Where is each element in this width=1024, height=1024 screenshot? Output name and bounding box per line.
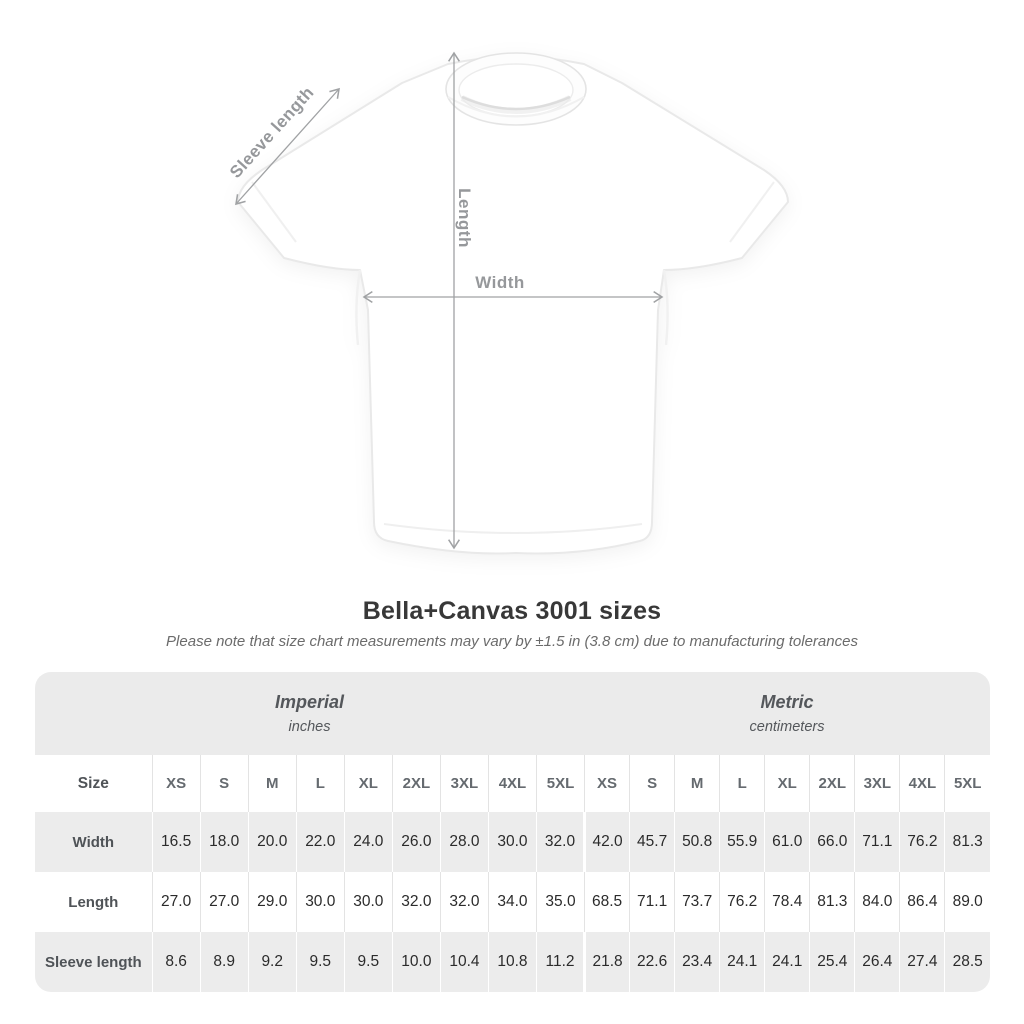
table-cell: 28.0: [439, 812, 489, 872]
table-cell: 24.1: [719, 932, 765, 992]
size-corner-label: Size: [35, 755, 153, 812]
table-cell: 27.4: [899, 932, 945, 992]
size-col-header-imperial: 4XL: [487, 755, 537, 812]
table-cell: 23.4: [674, 932, 720, 992]
table-cell: 18.0: [199, 812, 249, 872]
table-cell: 10.0: [391, 932, 441, 992]
table-row: Width 16.5 18.0 20.0 22.0 24.0 26.0 28.0 30.0 32.…: [35, 812, 990, 872]
table-cell: 76.2: [719, 872, 765, 932]
table-cell: 9.5: [295, 932, 345, 992]
size-col-header-metric: S: [629, 755, 675, 812]
size-col-header-metric: 5XL: [944, 755, 990, 812]
metric-section-header: Metric centimeters: [584, 672, 990, 755]
size-header-row: Size XS S M L XL 2XL 3XL 4XL 5XL XS S M L XL 2XL 3XL 4XL…: [35, 755, 990, 812]
table-cell: 89.0: [944, 872, 990, 932]
page-title: Bella+Canvas 3001 sizes: [362, 597, 662, 625]
size-col-header-metric: XS: [584, 755, 630, 812]
table-cell: 86.4: [899, 872, 945, 932]
row-label: Length: [35, 872, 153, 932]
size-col-header-imperial: M: [247, 755, 297, 812]
imperial-section-header: Imperial inches: [35, 672, 584, 755]
table-row: Length 27.0 27.0 29.0 30.0 30.0 32.0 32.0 34.0 35…: [35, 872, 990, 932]
metric-label: Metric: [760, 692, 814, 712]
table-cell: 45.7: [629, 812, 675, 872]
size-col-header-metric: 4XL: [899, 755, 945, 812]
table-cell: 16.5: [151, 812, 201, 872]
table-cell: 66.0: [809, 812, 855, 872]
table-cell: 29.0: [247, 872, 297, 932]
length-label: Length: [455, 188, 474, 248]
table-body: Size XS S M L XL 2XL 3XL 4XL 5XL XS S M L XL 2XL 3XL 4XL…: [35, 755, 990, 992]
table-row: Sleeve length 8.6 8.9 9.2 9.5 9.5 10.0 10.4 10.8…: [35, 932, 990, 992]
table-cell: 30.0: [295, 872, 345, 932]
table-cell: 8.6: [151, 932, 201, 992]
table-cell: 50.8: [674, 812, 720, 872]
table-cell: 22.6: [629, 932, 675, 992]
size-col-header-metric: XL: [764, 755, 810, 812]
size-col-header-imperial: XL: [343, 755, 393, 812]
table-cell: 8.9: [199, 932, 249, 992]
table-cell: 9.5: [343, 932, 393, 992]
table-cell: 61.0: [764, 812, 810, 872]
table-cell: 35.0: [535, 872, 585, 932]
imperial-label: Imperial: [274, 692, 345, 712]
size-col-header-metric: 3XL: [854, 755, 900, 812]
size-col-header-imperial: S: [199, 755, 249, 812]
table-cell: 26.0: [391, 812, 441, 872]
table-cell: 21.8: [583, 932, 630, 992]
table-cell: 20.0: [247, 812, 297, 872]
size-col-header-imperial: 2XL: [391, 755, 441, 812]
units-header-band: Imperial inches Metric centimeters: [35, 672, 990, 755]
imperial-unit-label: inches: [288, 719, 331, 735]
table-cell: 55.9: [719, 812, 765, 872]
table-cell: 30.0: [487, 812, 537, 872]
table-cell: 24.0: [343, 812, 393, 872]
table-cell: 73.7: [674, 872, 720, 932]
table-cell: 25.4: [809, 932, 855, 992]
size-col-header-metric: 2XL: [809, 755, 855, 812]
table-cell: 42.0: [583, 812, 630, 872]
tshirt-measure-diagram: Width Length Sleeve length: [226, 51, 789, 555]
table-cell: 84.0: [854, 872, 900, 932]
table-cell: 9.2: [247, 932, 297, 992]
table-cell: 81.3: [944, 812, 990, 872]
table-cell: 81.3: [809, 872, 855, 932]
table-cell: 68.5: [584, 872, 630, 932]
size-col-header-metric: M: [674, 755, 720, 812]
size-col-header-imperial: 5XL: [535, 755, 585, 812]
table-cell: 34.0: [487, 872, 537, 932]
size-col-header-imperial: XS: [151, 755, 201, 812]
tolerance-note: Please note that size chart measurements…: [166, 633, 858, 650]
table-cell: 27.0: [199, 872, 249, 932]
sleeve-length-arrow: [235, 87, 340, 206]
size-chart-table: Imperial inches Metric centimeters Size …: [35, 672, 990, 992]
size-col-header-metric: L: [719, 755, 765, 812]
table-cell: 24.1: [764, 932, 810, 992]
table-cell: 10.8: [487, 932, 537, 992]
metric-unit-label: centimeters: [749, 719, 825, 735]
table-cell: 10.4: [439, 932, 489, 992]
table-cell: 22.0: [295, 812, 345, 872]
size-col-header-imperial: 3XL: [439, 755, 489, 812]
table-cell: 78.4: [764, 872, 810, 932]
size-col-header-imperial: L: [295, 755, 345, 812]
measurements-table: Size XS S M L XL 2XL 3XL 4XL 5XL XS S M L XL 2XL 3XL 4XL…: [35, 755, 990, 992]
table-cell: 76.2: [899, 812, 945, 872]
table-cell: 32.0: [439, 872, 489, 932]
table-cell: 26.4: [854, 932, 900, 992]
table-cell: 28.5: [944, 932, 990, 992]
width-label: Width: [475, 273, 525, 292]
table-cell: 32.0: [535, 812, 585, 872]
tshirt-graphic: [237, 52, 789, 555]
row-label: Sleeve length: [35, 932, 153, 992]
table-cell: 30.0: [343, 872, 393, 932]
table-cell: 11.2: [535, 932, 585, 992]
row-label: Width: [35, 812, 153, 872]
table-cell: 27.0: [151, 872, 201, 932]
table-cell: 71.1: [854, 812, 900, 872]
table-cell: 71.1: [629, 872, 675, 932]
table-cell: 32.0: [391, 872, 441, 932]
